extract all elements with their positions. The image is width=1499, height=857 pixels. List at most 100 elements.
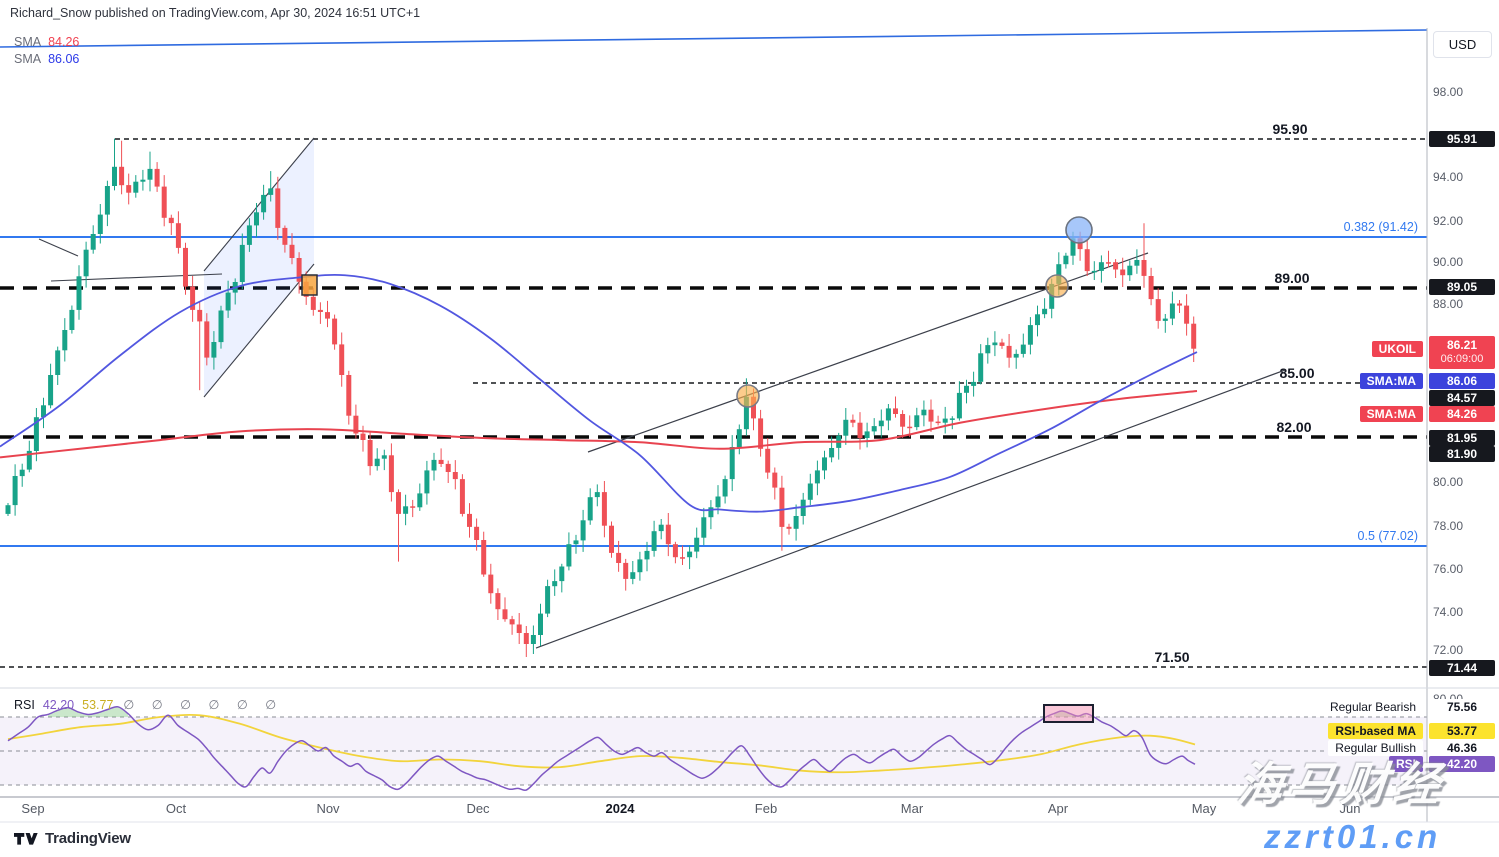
candle xyxy=(431,459,437,471)
candle xyxy=(566,544,572,567)
candle xyxy=(708,507,714,518)
price-levels[interactable]: 95.90 89.00 85.00 82.00 71.50 xyxy=(0,121,1427,668)
candle xyxy=(488,574,494,594)
candle xyxy=(161,186,167,218)
candle xyxy=(800,499,806,516)
price-tick: 88.00 xyxy=(1433,297,1464,311)
price-tick: 90.00 xyxy=(1433,255,1464,269)
orange-highlight-box[interactable] xyxy=(301,274,318,296)
price-tick: 78.00 xyxy=(1433,519,1464,533)
time-axis-label[interactable]: Jun xyxy=(1339,801,1361,816)
candle xyxy=(630,572,636,579)
descending-trendline[interactable] xyxy=(0,29,1428,48)
candle xyxy=(772,472,778,488)
candle xyxy=(388,455,394,493)
time-axis-label[interactable]: 2024 xyxy=(605,801,635,816)
time-axis-label[interactable]: Nov xyxy=(316,801,340,816)
axis-price-badge: 46.36 xyxy=(1429,740,1495,756)
candlestick-series xyxy=(5,138,1197,657)
time-axis-label[interactable]: Sep xyxy=(21,801,45,816)
candle xyxy=(211,342,217,358)
candle xyxy=(1091,270,1097,273)
time-axis-label[interactable]: Feb xyxy=(754,801,778,816)
candle xyxy=(978,353,984,382)
candle xyxy=(928,409,934,422)
candle xyxy=(474,526,480,540)
candle xyxy=(254,212,259,226)
drawn-channels[interactable] xyxy=(38,137,1286,649)
tradingview-branding[interactable]: TradingView xyxy=(14,830,131,847)
candle xyxy=(481,540,487,575)
candle xyxy=(885,408,891,421)
rsi-legend-row[interactable]: RSI 42.20 53.77 ∅ ∅ ∅ ∅ ∅ ∅ xyxy=(14,697,283,712)
sma2-value: 86.06 xyxy=(48,52,80,66)
blue-highlight-circle[interactable] xyxy=(1065,216,1093,244)
sma-legend-row-1[interactable]: SMA 84.26 xyxy=(14,35,79,49)
price-tick: 94.00 xyxy=(1433,170,1464,184)
time-axis-label[interactable]: Dec xyxy=(466,801,490,816)
axis-price-badge: 53.77 xyxy=(1429,723,1495,739)
axis-price-badge: 71.44 xyxy=(1429,660,1495,676)
time-axis-label[interactable]: Apr xyxy=(1047,801,1069,816)
candle xyxy=(694,537,700,552)
candle xyxy=(147,168,153,180)
candle xyxy=(1134,260,1140,266)
fib-retracement-lines[interactable]: 0.382 (91.42) 0.5 (77.02) xyxy=(0,29,1428,547)
long-channel-lower[interactable] xyxy=(535,369,1286,649)
fib-label: 0.382 (91.42) xyxy=(1344,220,1418,234)
candle xyxy=(225,292,231,311)
candle xyxy=(282,227,288,245)
candle xyxy=(367,440,373,467)
orange-highlight-circle[interactable] xyxy=(1045,274,1069,298)
candle xyxy=(509,619,515,625)
sma-legend-row-2[interactable]: SMA 86.06 xyxy=(14,52,79,66)
time-axis-label[interactable]: Mar xyxy=(900,801,924,816)
candle xyxy=(942,418,948,423)
candle xyxy=(907,426,913,429)
candle xyxy=(396,492,401,514)
candle xyxy=(112,166,117,186)
candle xyxy=(1056,264,1062,284)
candle xyxy=(1084,249,1090,272)
candle xyxy=(701,517,707,538)
candle xyxy=(12,476,18,506)
candle xyxy=(289,244,295,258)
level-label: 82.00 xyxy=(1276,419,1311,435)
rsi-ma-value: 53.77 xyxy=(82,698,114,712)
candle xyxy=(573,540,579,545)
candle xyxy=(530,635,536,644)
small-channel-top[interactable] xyxy=(203,137,315,272)
wedge-line[interactable] xyxy=(38,238,79,257)
candle xyxy=(1006,345,1012,358)
candle xyxy=(459,479,465,514)
candle xyxy=(609,525,614,553)
candle xyxy=(218,310,224,343)
candle xyxy=(310,296,316,310)
small-channel-bottom[interactable] xyxy=(203,263,315,398)
level-label: 95.90 xyxy=(1272,121,1307,137)
candle xyxy=(126,185,132,193)
small-channel-fill[interactable] xyxy=(204,138,314,397)
rsi-line xyxy=(7,705,1196,792)
time-axis-label[interactable]: Oct xyxy=(165,801,187,816)
currency-button[interactable]: USD xyxy=(1433,31,1492,58)
pink-highlight-box[interactable] xyxy=(1043,704,1094,723)
candle xyxy=(736,429,742,447)
candle xyxy=(1162,318,1168,321)
fib-label: 0.5 (77.02) xyxy=(1358,529,1418,543)
candle xyxy=(374,458,380,467)
candle xyxy=(1169,303,1175,319)
time-axis-label[interactable]: May xyxy=(1191,801,1217,816)
axis-price-badge: 89.05 xyxy=(1429,279,1495,295)
orange-highlight-circle[interactable] xyxy=(736,384,760,408)
candle xyxy=(616,552,622,563)
candle xyxy=(921,409,927,416)
highlight-markers[interactable] xyxy=(301,216,1093,408)
candle xyxy=(871,426,877,432)
candle xyxy=(55,350,61,375)
candle xyxy=(69,309,75,330)
candle xyxy=(822,457,827,471)
candle xyxy=(779,487,785,527)
